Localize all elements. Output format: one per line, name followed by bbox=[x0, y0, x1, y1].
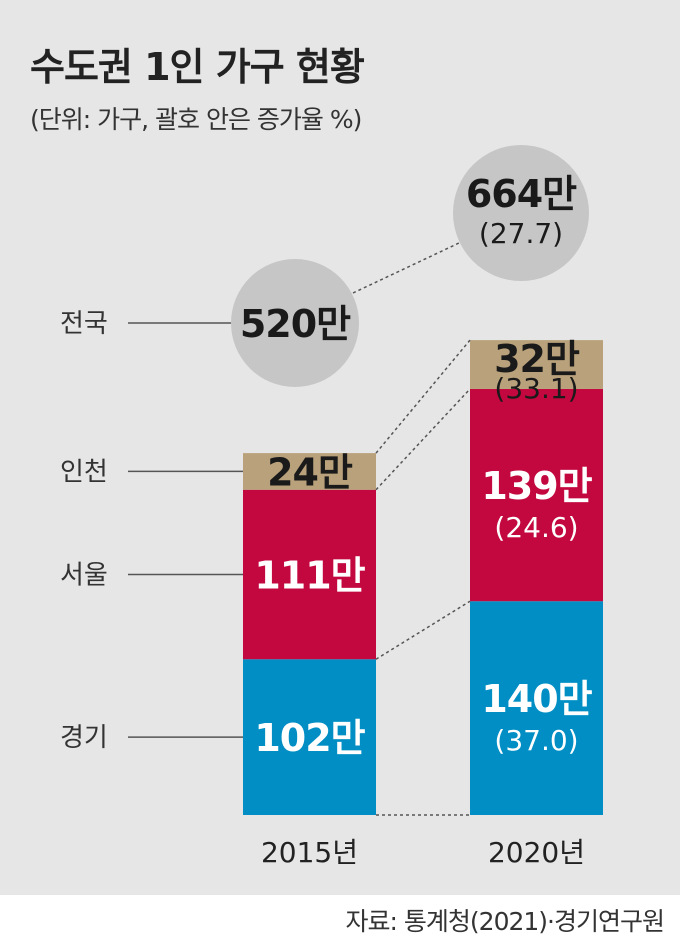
category-label: 서울 bbox=[60, 560, 108, 590]
category-label: 인천 bbox=[60, 457, 108, 487]
connector-line bbox=[375, 600, 471, 660]
data-label: 139만 bbox=[481, 464, 592, 508]
growth-label: (24.6) bbox=[494, 511, 578, 544]
data-label: 140만 bbox=[481, 677, 592, 721]
national-growth-label: (27.7) bbox=[479, 217, 563, 250]
growth-label: (37.0) bbox=[494, 724, 578, 757]
connector-line bbox=[375, 388, 471, 491]
connector-line bbox=[352, 242, 460, 294]
source-note: 자료: 통계청(2021)·경기연구원 bbox=[345, 907, 665, 936]
x-tick-label: 2015년 bbox=[261, 836, 358, 869]
national-label: 664만 bbox=[466, 172, 577, 216]
data-label: 102만 bbox=[254, 716, 365, 760]
data-label: 24만 bbox=[267, 450, 353, 494]
category-label: 전국 bbox=[60, 309, 108, 339]
data-label: 32만 bbox=[494, 337, 580, 381]
stacked-bar-chart: 102만111만24만2015년140만(37.0)139만(24.6)32만(… bbox=[60, 145, 603, 869]
category-label: 경기 bbox=[60, 723, 108, 753]
bar-seoul-2020 bbox=[470, 388, 603, 602]
bar-incheon-2020 bbox=[470, 340, 603, 389]
bar-gyeonggi-2020 bbox=[470, 601, 603, 815]
national-bubble bbox=[231, 259, 359, 387]
bar-gyeonggi-2015 bbox=[243, 659, 376, 815]
bar-seoul-2015 bbox=[243, 489, 376, 660]
growth-label: (33.1) bbox=[494, 372, 578, 405]
national-label: 520만 bbox=[240, 302, 351, 346]
x-tick-label: 2020년 bbox=[488, 836, 585, 869]
data-label: 111만 bbox=[254, 553, 365, 597]
bar-incheon-2015 bbox=[243, 453, 376, 490]
national-bubble bbox=[453, 145, 589, 281]
chart-title: 수도권 1인 가구 현황 bbox=[30, 45, 365, 89]
chart-subtitle: (단위: 가구, 괄호 안은 증가율 %) bbox=[30, 105, 362, 134]
connector-line bbox=[375, 339, 471, 454]
